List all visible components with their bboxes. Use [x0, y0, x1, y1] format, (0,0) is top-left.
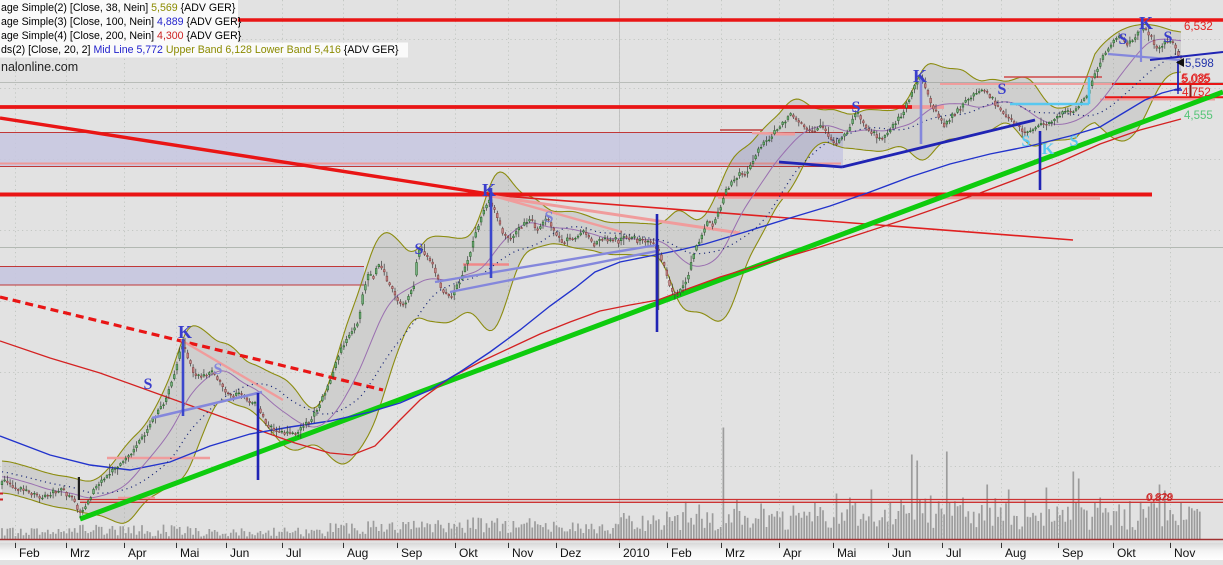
svg-text:Apr: Apr	[128, 546, 147, 560]
svg-text:6,532: 6,532	[1184, 21, 1213, 33]
svg-text:Okt: Okt	[459, 546, 478, 560]
svg-text:Aug: Aug	[1005, 546, 1026, 560]
svg-text:5,598: 5,598	[1185, 58, 1214, 70]
svg-text:age Simple(2) [Close, 38, Nein: age Simple(2) [Close, 38, Nein] 5,569 {A…	[1, 2, 236, 14]
svg-text:Jun: Jun	[230, 546, 249, 560]
svg-text:K: K	[1139, 13, 1153, 33]
svg-text:Sep: Sep	[1062, 546, 1084, 560]
svg-text:S: S	[1164, 29, 1173, 46]
svg-text:Sep: Sep	[401, 546, 423, 560]
svg-text:4,555: 4,555	[1184, 110, 1213, 122]
svg-text:Nov: Nov	[512, 546, 533, 560]
svg-text:Jun: Jun	[892, 546, 911, 560]
svg-text:Nov: Nov	[1174, 546, 1195, 560]
svg-text:0,829: 0,829	[1147, 491, 1173, 503]
svg-text:2010: 2010	[623, 546, 650, 560]
svg-text:S: S	[415, 241, 424, 258]
svg-text:age Simple(3) [Close, 100, Nei: age Simple(3) [Close, 100, Nein] 4,889 {…	[1, 16, 242, 28]
svg-text:age Simple(4) [Close, 200, Nei: age Simple(4) [Close, 200, Nein] 4,300 {…	[1, 30, 242, 42]
svg-text:S: S	[998, 81, 1007, 98]
svg-text:0,878: 0,878	[1146, 492, 1172, 504]
svg-text:Aug: Aug	[347, 546, 368, 560]
svg-text:Feb: Feb	[19, 546, 40, 560]
svg-text:Mrz: Mrz	[70, 546, 90, 560]
svg-text:S: S	[1070, 133, 1079, 150]
svg-text:S: S	[214, 361, 223, 378]
svg-text:Jul: Jul	[946, 546, 961, 560]
svg-text:K: K	[178, 322, 192, 342]
svg-text:Mai: Mai	[837, 546, 856, 560]
svg-text:Okt: Okt	[1117, 546, 1136, 560]
svg-text:5,035: 5,035	[1181, 74, 1210, 86]
svg-text:S: S	[1119, 31, 1128, 48]
svg-text:K: K	[482, 180, 496, 200]
svg-text:K: K	[913, 66, 927, 86]
svg-text:Apr: Apr	[783, 546, 802, 560]
svg-text:Jul: Jul	[286, 546, 301, 560]
svg-text:Feb: Feb	[671, 546, 692, 560]
svg-text:nalonline.com: nalonline.com	[1, 60, 78, 74]
svg-text:S: S	[1022, 133, 1031, 150]
svg-text:S: S	[852, 99, 861, 116]
svg-text:K: K	[1042, 141, 1055, 158]
svg-text:5,085: 5,085	[1182, 73, 1211, 85]
svg-text:S: S	[545, 209, 554, 226]
svg-text:4,752: 4,752	[1182, 87, 1211, 99]
svg-text:S: S	[144, 376, 153, 393]
svg-text:ds(2) [Close, 20, 2] Mid Line: ds(2) [Close, 20, 2] Mid Line 5,772 Uppe…	[1, 44, 399, 56]
svg-text:Dez: Dez	[560, 546, 581, 560]
svg-text:Mrz: Mrz	[725, 546, 745, 560]
svg-text:Mai: Mai	[180, 546, 199, 560]
